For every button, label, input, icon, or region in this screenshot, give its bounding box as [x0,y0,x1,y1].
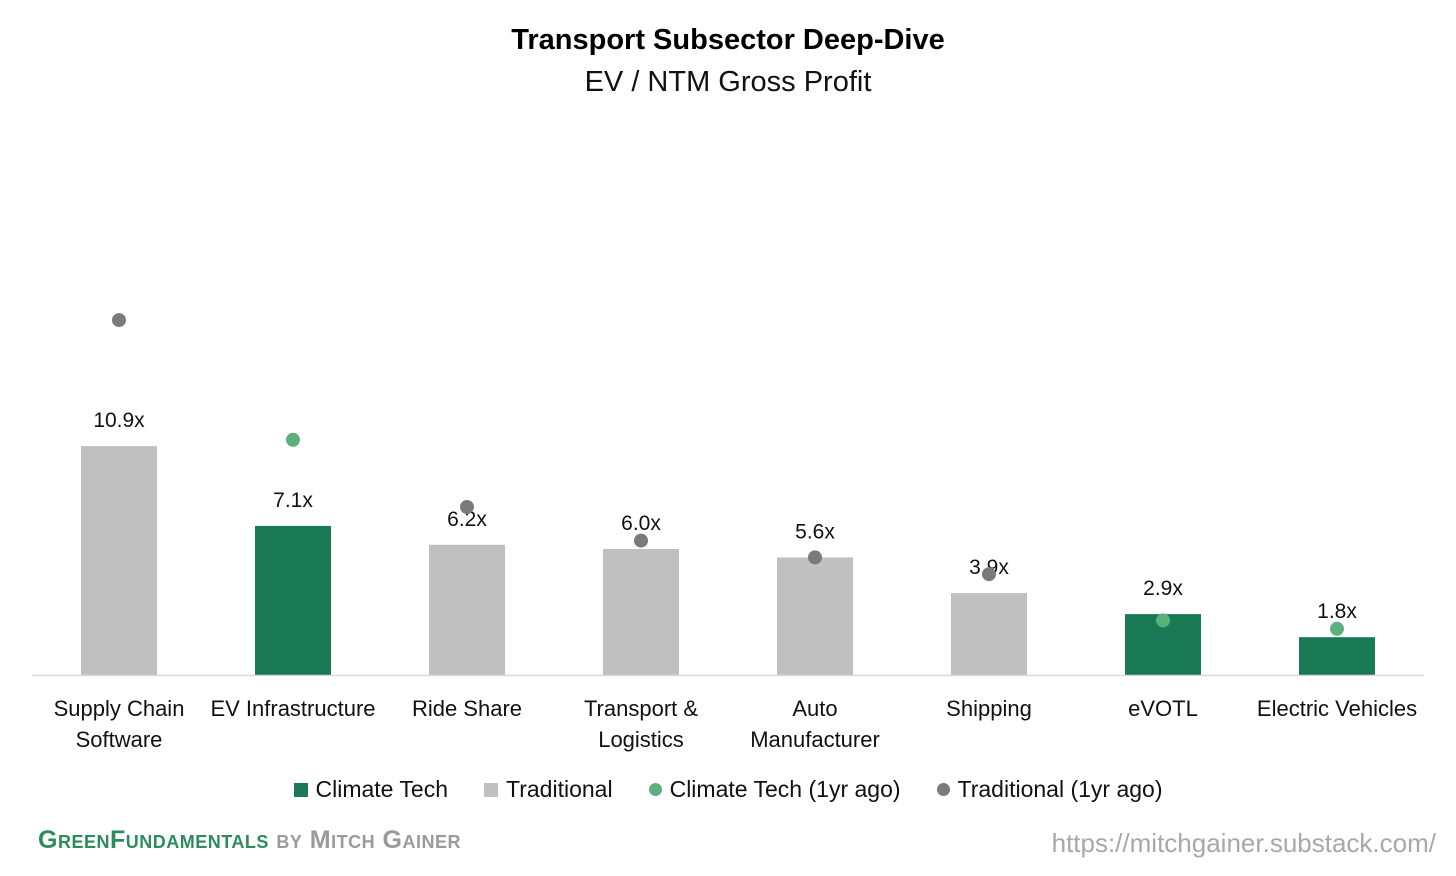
prior-year-dot-1 [286,432,300,447]
legend-swatch-climate-tech [293,782,308,797]
legend-label-traditional-prior: Traditional (1yr ago) [957,776,1163,802]
category-label-5-0: Shipping [946,696,1032,721]
chart-title: Transport Subsector Deep-Dive [511,24,945,56]
data-label-7: 1.8x [1317,600,1357,623]
legend-swatch-traditional [484,782,499,797]
prior-year-dot-0 [112,313,126,328]
category-label-3-0: Transport & [584,696,698,721]
bar-2 [429,544,505,675]
bar-3 [603,549,679,675]
data-label-1: 7.1x [273,489,313,512]
legend-label-climate-tech: Climate Tech [315,776,449,802]
bar-7 [1299,637,1375,675]
bar-4 [777,557,853,675]
legend-swatch-climate-tech-prior [648,783,662,796]
bar-0 [81,446,157,675]
legend: Climate Tech Traditional Climate Tech (1… [0,776,1456,803]
legend-item-traditional-prior: Traditional (1yr ago) [936,776,1163,803]
legend-swatch-traditional-prior [936,783,950,796]
brand-logo: GreenFundamentals by Mitch Gainer [38,826,461,855]
category-label-2-0: Ride Share [412,696,522,721]
source-url[interactable]: https://mitchgainer.substack.com/ [1051,828,1436,858]
data-label-0: 10.9x [93,409,145,432]
category-label-6-0: eVOTL [1128,696,1198,721]
data-label-6: 2.9x [1143,577,1183,600]
brand-author: by Mitch Gainer [276,826,462,854]
prior-year-dot-2 [460,500,474,514]
category-label-4-0: Auto [792,696,837,721]
category-label-0-1: Software [76,727,163,752]
prior-year-dot-5 [982,567,996,582]
prior-year-dot-7 [1330,621,1344,636]
category-label-1-0: EV Infrastructure [210,696,375,721]
legend-label-traditional: Traditional [506,776,613,802]
legend-item-climate-tech-prior: Climate Tech (1yr ago) [648,776,901,803]
legend-item-climate-tech: Climate Tech [293,776,449,803]
brand-name: GreenFundamentals [38,826,269,854]
data-label-2: 6.2x [447,508,487,531]
bar-5 [951,593,1027,675]
category-label-4-1: Manufacturer [750,727,880,752]
prior-year-dot-4 [808,550,822,565]
bar-1 [255,525,331,675]
data-label-3: 6.0x [621,512,661,535]
prior-year-dot-3 [634,533,648,548]
data-label-4: 5.6x [795,520,835,543]
category-label-7-0: Electric Vehicles [1257,696,1417,721]
category-label-0-0: Supply Chain [54,696,185,721]
chart-subtitle: EV / NTM Gross Profit [584,66,872,98]
legend-item-traditional: Traditional [484,776,613,803]
legend-label-climate-tech-prior: Climate Tech (1yr ago) [669,776,901,802]
category-label-3-1: Logistics [598,727,684,752]
prior-year-dot-6 [1156,613,1170,628]
